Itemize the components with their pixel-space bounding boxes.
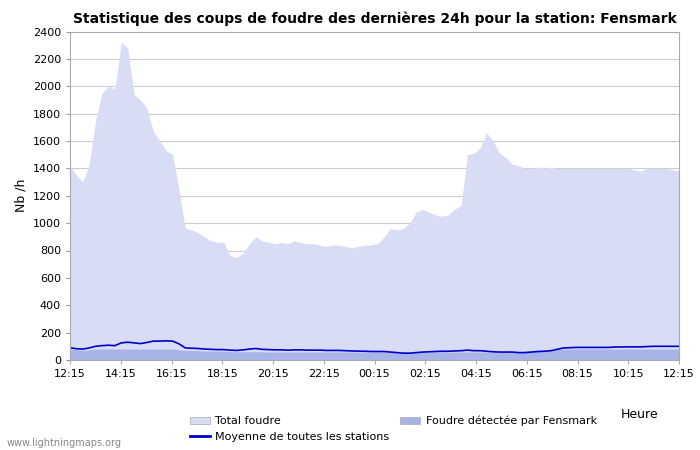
Text: Heure: Heure <box>620 408 658 421</box>
Text: www.lightningmaps.org: www.lightningmaps.org <box>7 438 122 448</box>
Title: Statistique des coups de foudre des dernières 24h pour la station: Fensmark: Statistique des coups de foudre des dern… <box>73 12 676 26</box>
Y-axis label: Nb /h: Nb /h <box>14 179 27 212</box>
Legend: Total foudre, Moyenne de toutes les stations, Foudre détectée par Fensmark: Total foudre, Moyenne de toutes les stat… <box>186 411 601 446</box>
